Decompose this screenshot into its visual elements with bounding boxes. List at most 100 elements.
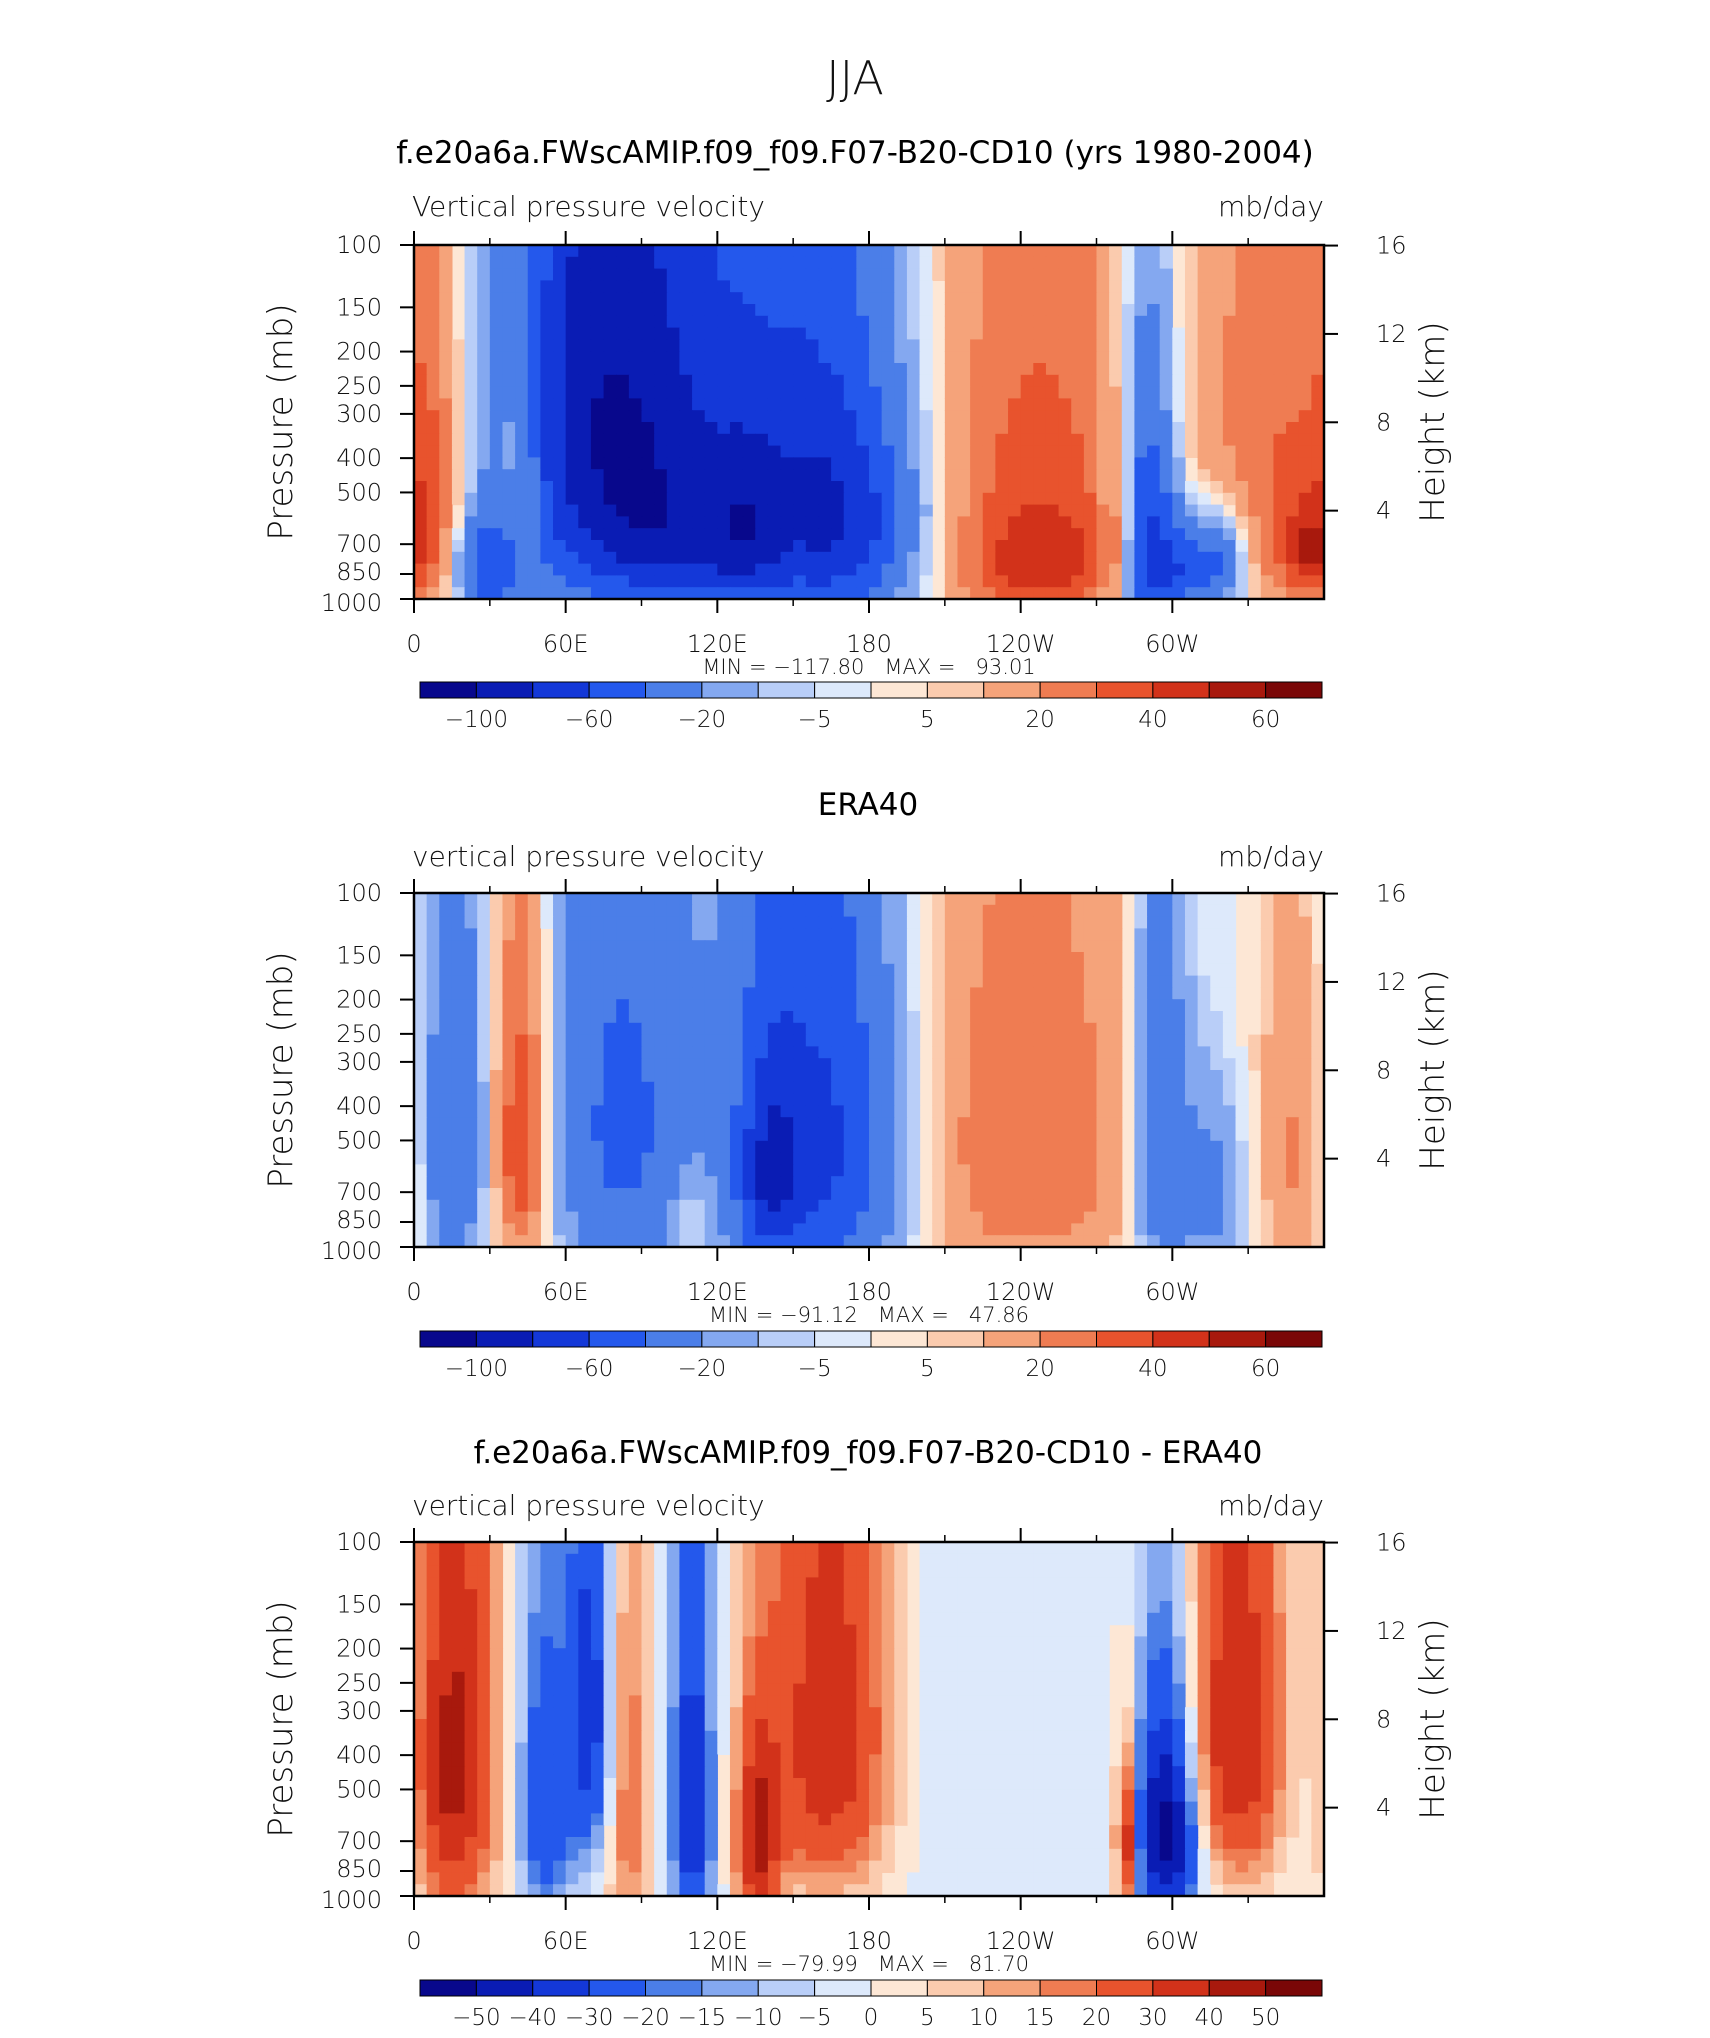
field-cell: [1210, 256, 1224, 270]
field-cell: [843, 1636, 857, 1649]
field-cell: [603, 1176, 617, 1189]
field-cell: [489, 952, 504, 965]
field-cell: [1147, 1164, 1161, 1177]
field-cell: [767, 315, 782, 329]
field-cell: [1033, 904, 1047, 918]
colorbar-box: [870, 681, 928, 699]
field-cell: [1147, 315, 1161, 329]
field-cell: [995, 540, 1009, 553]
field-cell: [1071, 304, 1085, 317]
field-cell: [439, 1105, 453, 1118]
field-cell: [755, 1223, 769, 1236]
field-cell: [414, 1081, 428, 1095]
field-cell: [1311, 245, 1324, 258]
field-cell: [995, 315, 1009, 329]
field-cell: [1083, 528, 1098, 541]
field-cell: [477, 1188, 491, 1201]
field-cell: [1008, 292, 1022, 305]
x-tick-label: 120E: [687, 630, 748, 658]
colorbar-label: 20: [1025, 1356, 1054, 1382]
field-cell: [957, 445, 971, 458]
field-cell: [1096, 1636, 1110, 1649]
field-cell: [578, 1105, 592, 1118]
field-cell: [818, 575, 832, 588]
field-cell: [894, 268, 908, 281]
field-cell: [805, 315, 820, 329]
field-cell: [553, 1022, 567, 1036]
field-cell: [1222, 1093, 1237, 1106]
field-cell: [717, 987, 731, 1000]
field-cell: [515, 315, 529, 329]
field-cell: [616, 587, 630, 599]
y-tick-label: 1000: [321, 589, 382, 617]
field-cell: [1083, 575, 1098, 588]
field-cell: [932, 1164, 946, 1177]
field-cell: [1222, 1211, 1237, 1224]
field-cell: [869, 457, 883, 470]
field-cell: [970, 1117, 984, 1130]
field-cell: [1248, 245, 1262, 258]
field-cell: [704, 398, 718, 411]
field-cell: [970, 433, 984, 447]
field-cell: [1134, 551, 1148, 565]
field-cell: [906, 1152, 921, 1165]
field-cell: [906, 1223, 921, 1236]
field-cell: [957, 1164, 971, 1177]
field-cell: [1020, 975, 1034, 988]
field-cell: [515, 1058, 529, 1071]
field-cell: [590, 1211, 605, 1224]
field-cell: [515, 433, 529, 447]
field-cell: [1235, 280, 1249, 293]
field-cell: [654, 1589, 668, 1602]
field-cell: [742, 540, 756, 553]
field-cell: [1083, 1553, 1098, 1567]
field-cell: [831, 1199, 845, 1213]
field-cell: [944, 445, 959, 458]
field-cell: [527, 999, 541, 1012]
field-cell: [780, 551, 794, 565]
field-cell: [1045, 339, 1060, 352]
field-cell: [944, 1601, 959, 1614]
field-cell: [489, 904, 504, 918]
field-cell: [932, 1542, 946, 1555]
field-cell: [527, 1034, 541, 1047]
field-cell: [489, 445, 504, 458]
field-cell: [1045, 304, 1060, 317]
field-cell: [1260, 1011, 1275, 1024]
field-cell: [995, 575, 1009, 588]
field-cell: [932, 1070, 946, 1083]
field-cell: [1083, 1565, 1098, 1578]
field-cell: [932, 1188, 946, 1201]
field-cell: [982, 280, 996, 293]
field-cell: [540, 457, 554, 470]
field-cell: [805, 481, 820, 494]
field-cell: [932, 1648, 946, 1661]
field-cell: [780, 587, 794, 599]
field-cell: [654, 504, 668, 517]
field-cell: [919, 339, 933, 352]
field-cell: [1248, 1565, 1262, 1578]
field-cell: [805, 1081, 820, 1095]
field-cell: [1298, 327, 1312, 340]
field-cell: [1222, 1081, 1237, 1095]
field-cell: [1298, 1093, 1312, 1106]
field-cell: [1298, 528, 1312, 541]
field-cell: [780, 540, 794, 553]
field-cell: [1197, 952, 1211, 965]
panel-1-y-axis-label: Pressure (mb): [261, 303, 301, 540]
field-cell: [1260, 893, 1275, 906]
field-cell: [982, 587, 996, 599]
field-cell: [906, 492, 921, 506]
field-cell: [654, 1105, 668, 1118]
field-cell: [1311, 492, 1324, 506]
field-cell: [767, 1034, 782, 1047]
field-cell: [704, 1164, 718, 1177]
field-cell: [831, 540, 845, 553]
field-cell: [527, 292, 541, 305]
field-cell: [793, 339, 807, 352]
field-cell: [780, 1058, 794, 1071]
field-cell: [1109, 893, 1123, 906]
field-cell: [527, 315, 541, 329]
field-cell: [906, 1105, 921, 1118]
field-cell: [729, 587, 744, 599]
